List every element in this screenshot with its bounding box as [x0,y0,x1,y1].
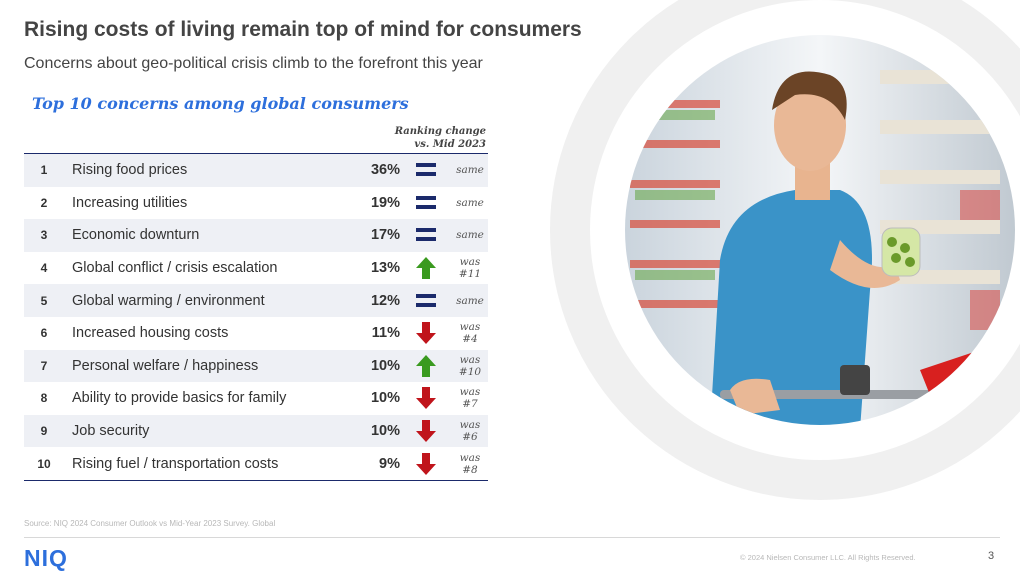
table-row: 5 Global warming / environment 12% same [24,284,488,317]
row-rank: 1 [40,163,48,178]
table-heading: Top 10 concerns among global consumers [32,94,409,113]
row-rank: 9 [40,424,48,439]
row-rank: 2 [40,195,48,210]
row-percent: 10% [370,390,400,407]
row-concern: Personal welfare / happiness [72,357,259,374]
row-percent: 12% [370,292,400,309]
row-ranking-change: was #10 [458,353,482,378]
copyright: © 2024 Nielsen Consumer LLC. All Rights … [740,553,916,562]
row-percent: 10% [370,357,400,374]
ranking-change-header-line2: vs. Mid 2023 [414,139,486,150]
equals-icon [400,219,452,252]
row-ranking-change: same [456,229,484,242]
slide-title: Rising costs of living remain top of min… [24,18,582,41]
row-concern: Global conflict / crisis escalation [72,260,278,277]
arrow-down-icon [400,382,452,415]
row-rank: 4 [40,261,48,276]
row-ranking-change: was #7 [459,386,481,411]
footer-divider [24,537,1000,538]
row-ranking-change: was #6 [459,419,481,444]
ranking-change-header-line1: Ranking change [394,126,486,137]
table-row: 3 Economic downturn 17% same [24,219,488,252]
row-concern: Increasing utilities [72,194,188,211]
row-rank: 3 [40,228,48,243]
table-row: 6 Increased housing costs 11% was #4 [24,317,488,350]
row-rank: 7 [40,358,48,373]
row-rank: 8 [40,391,48,406]
source-note: Source: NIQ 2024 Consumer Outlook vs Mid… [24,519,276,528]
row-rank: 6 [40,326,48,341]
row-ranking-change: same [456,196,484,209]
slide-subtitle: Concerns about geo-political crisis clim… [24,55,483,72]
row-concern: Increased housing costs [72,325,229,342]
row-percent: 36% [370,162,400,179]
row-ranking-change: same [456,164,484,177]
equals-icon [400,284,452,317]
table-row: 7 Personal welfare / happiness 10% was #10 [24,349,488,383]
row-concern: Global warming / environment [72,292,265,309]
row-percent: 11% [371,325,400,342]
row-rank: 10 [37,456,51,471]
row-concern: Rising food prices [72,162,188,179]
row-concern: Job security [72,423,150,440]
concerns-table: 1 Rising food prices 36% same 2 Increasing ut… [24,153,488,481]
equals-icon [400,187,452,220]
row-percent: 19% [370,194,400,211]
row-percent: 13% [370,260,400,277]
arrow-down-icon [400,317,452,350]
arrow-down-icon [400,447,452,480]
page-number: 3 [988,550,995,562]
ranking-change-header: Ranking change vs. Mid 2023 [378,125,486,151]
row-ranking-change: same [456,294,484,307]
row-concern: Economic downturn [72,227,200,244]
table-row: 2 Increasing utilities 19% same [24,187,488,220]
arrow-down-icon [400,415,452,448]
niq-logo: NIQ [24,545,68,571]
equals-icon [400,154,452,187]
table-row: 9 Job security 10% was #6 [24,414,488,448]
table-row: 4 Global conflict / crisis escalation 13% w… [24,252,488,285]
table-row: 10 Rising fuel / transportation costs 9% wa… [24,447,488,480]
row-percent: 17% [370,227,400,244]
table-row: 1 Rising food prices 36% same [24,154,488,187]
row-percent: 10% [370,423,400,440]
row-ranking-change: was #4 [459,321,481,346]
row-ranking-change: was #11 [458,256,482,281]
table-row: 8 Ability to provide basics for family 10%… [24,382,488,415]
row-concern: Ability to provide basics for family [72,390,287,407]
row-percent: 9% [379,455,400,472]
row-rank: 5 [40,293,48,308]
shopper-photo [540,0,1020,530]
row-ranking-change: was #8 [459,451,481,476]
row-concern: Rising fuel / transportation costs [72,455,279,472]
arrow-up-icon [400,350,452,383]
arrow-up-icon [400,252,452,285]
